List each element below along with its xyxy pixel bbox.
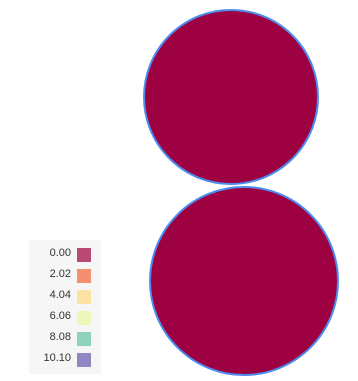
legend-item-0: 0.00 bbox=[33, 245, 99, 263]
legend-item-4: 8.08 bbox=[33, 329, 99, 347]
legend-item-2: 4.04 bbox=[33, 287, 99, 305]
map-region-1[interactable] bbox=[149, 186, 339, 376]
legend-label: 10.10 bbox=[43, 352, 71, 364]
legend-item-5: 10.10 bbox=[33, 350, 99, 368]
legend-label: 2.02 bbox=[49, 268, 71, 280]
legend: 0.00 2.02 4.04 6.06 8.08 10.10 bbox=[29, 240, 101, 374]
map-region-0[interactable] bbox=[143, 9, 319, 185]
legend-label: 8.08 bbox=[49, 331, 71, 343]
legend-swatch bbox=[77, 332, 91, 346]
legend-swatch bbox=[77, 290, 91, 304]
legend-item-3: 6.06 bbox=[33, 308, 99, 326]
legend-swatch bbox=[77, 311, 91, 325]
legend-label: 0.00 bbox=[49, 247, 71, 259]
legend-swatch bbox=[77, 269, 91, 283]
legend-label: 4.04 bbox=[49, 289, 71, 301]
legend-label: 6.06 bbox=[49, 310, 71, 322]
legend-swatch bbox=[77, 248, 91, 262]
legend-item-1: 2.02 bbox=[33, 266, 99, 284]
map-regions bbox=[143, 9, 339, 376]
legend-swatch bbox=[77, 353, 91, 367]
